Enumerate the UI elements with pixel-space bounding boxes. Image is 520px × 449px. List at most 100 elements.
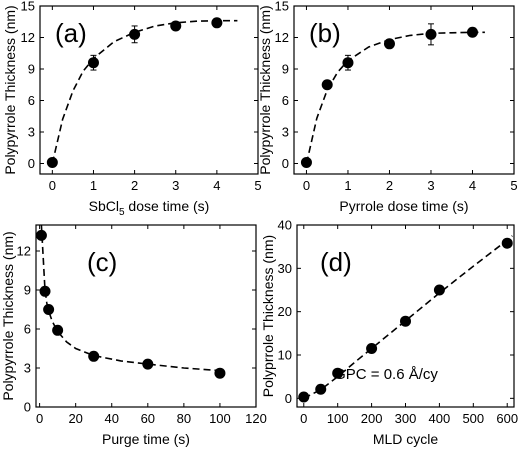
- data-point: [321, 79, 333, 91]
- panel-c: 0 20 40 60 80 100 120 0 3 6 9 12 (c) Purge time (s) Po…: [0, 224, 267, 447]
- y-tick-label: 3: [28, 125, 35, 140]
- y-tick-label: 0: [24, 400, 31, 415]
- x-tick-label: 100: [327, 411, 349, 426]
- panel-label: (d): [320, 247, 352, 277]
- y-tick-label: 3: [24, 361, 31, 376]
- y-axis-title: Polypyrrole Thickness (nm): [0, 231, 16, 400]
- data-point: [214, 367, 226, 379]
- data-point: [342, 57, 354, 69]
- x-tick-label: 100: [209, 411, 231, 426]
- data-point: [315, 383, 327, 395]
- data-point: [129, 28, 141, 40]
- x-tick-label: 3: [172, 178, 179, 193]
- data-point: [211, 17, 223, 29]
- data-point: [46, 156, 58, 168]
- y-tick-label: 20: [278, 304, 292, 319]
- data-point: [466, 26, 478, 38]
- data-point: [39, 285, 51, 297]
- x-tick-label: 600: [496, 411, 518, 426]
- y-tick-label: 10: [278, 348, 292, 363]
- x-tick-label: 5: [254, 178, 261, 193]
- x-axis-title: SbCl5 dose time (s): [89, 198, 210, 218]
- x-tick-label: 40: [105, 411, 119, 426]
- y-axis-title: Polypyrrole Thickness (nm): [257, 5, 273, 174]
- y-tick-label: 15: [275, 0, 289, 14]
- panel-label: (c): [87, 247, 117, 277]
- y-tick-label: 6: [28, 93, 35, 108]
- fit-curve: [305, 31, 485, 164]
- y-tick-label: 9: [28, 62, 35, 77]
- data-point: [170, 20, 182, 32]
- y-tick-label: 0: [285, 391, 292, 406]
- x-axis-title: Purge time (s): [102, 431, 190, 447]
- x-tick-label: 0: [36, 411, 43, 426]
- x-axis-title-main: SbCl: [89, 198, 119, 214]
- x-tick-label: 1: [344, 178, 351, 193]
- x-tick-label: 2: [386, 178, 393, 193]
- x-axis-title: MLD cycle: [373, 431, 439, 447]
- x-tick-label: 400: [429, 411, 451, 426]
- x-tick-label: 5: [510, 178, 517, 193]
- data-point: [43, 304, 55, 315]
- panel-d: 0 100 200 300 400 500 600 0 10 20 30 40 (d) MLD cycle…: [260, 218, 518, 448]
- x-tick-label: 0: [300, 411, 307, 426]
- fit-curve: [303, 235, 513, 400]
- plot-frame: [293, 5, 515, 175]
- data-point: [501, 237, 513, 249]
- plot-frame: [35, 224, 257, 408]
- x-tick-label: 2: [131, 178, 138, 193]
- y-tick-label: 12: [275, 30, 289, 45]
- y-axis-title: Polyprrole Thickness (nm): [260, 235, 276, 397]
- data-point: [425, 28, 437, 40]
- y-tick-label: 15: [21, 0, 35, 14]
- y-tick-label: 6: [282, 93, 289, 108]
- y-axis-title: Polypyrrole Thickness (nm): [2, 5, 18, 174]
- x-axis-title-sub: 5: [119, 207, 125, 218]
- x-tick-label: 500: [462, 411, 484, 426]
- y-tick-label: 9: [282, 62, 289, 77]
- data-point: [383, 38, 395, 50]
- y-tick-label: 12: [21, 30, 35, 45]
- x-tick-label: 20: [68, 411, 82, 426]
- data-point: [35, 229, 47, 241]
- data-point: [298, 391, 310, 403]
- data-point: [52, 324, 64, 336]
- x-axis-title-tail: dose time (s): [125, 198, 210, 214]
- x-tick-label: 300: [395, 411, 417, 426]
- data-point: [142, 358, 154, 370]
- data-point: [433, 284, 445, 296]
- x-axis-title: Pyrrole dose time (s): [339, 198, 468, 214]
- y-tick-label: 40: [278, 218, 292, 233]
- x-tick-label: 0: [49, 178, 56, 193]
- fit-curve: [40, 224, 220, 372]
- data-point: [366, 343, 378, 354]
- x-tick-label: 200: [361, 411, 383, 426]
- x-tick-label: 60: [141, 411, 155, 426]
- x-tick-label: 0: [303, 178, 310, 193]
- x-tick-label: 4: [213, 178, 220, 193]
- data-point: [332, 367, 344, 379]
- x-tick-label: 4: [469, 178, 476, 193]
- data-point: [88, 350, 100, 362]
- gpc-annotation: GPC = 0.6 Å/cy: [334, 366, 438, 383]
- x-tick-label: 3: [427, 178, 434, 193]
- x-tick-label: 80: [177, 411, 191, 426]
- y-tick-label: 30: [278, 261, 292, 276]
- y-tick-label: 12: [17, 244, 31, 259]
- x-tick-label: 120: [245, 411, 267, 426]
- panel-label: (a): [55, 18, 87, 48]
- fit-curve: [51, 19, 238, 164]
- y-tick-label: 9: [24, 283, 31, 298]
- data-point: [87, 57, 99, 69]
- y-tick-label: 0: [282, 156, 289, 171]
- y-tick-label: 6: [24, 322, 31, 337]
- y-tick-label: 3: [282, 125, 289, 140]
- y-tick-label: 0: [28, 156, 35, 171]
- panel-label: (b): [309, 18, 341, 48]
- x-tick-label: 1: [90, 178, 97, 193]
- data-point: [300, 156, 312, 168]
- plot-frame: [39, 5, 259, 175]
